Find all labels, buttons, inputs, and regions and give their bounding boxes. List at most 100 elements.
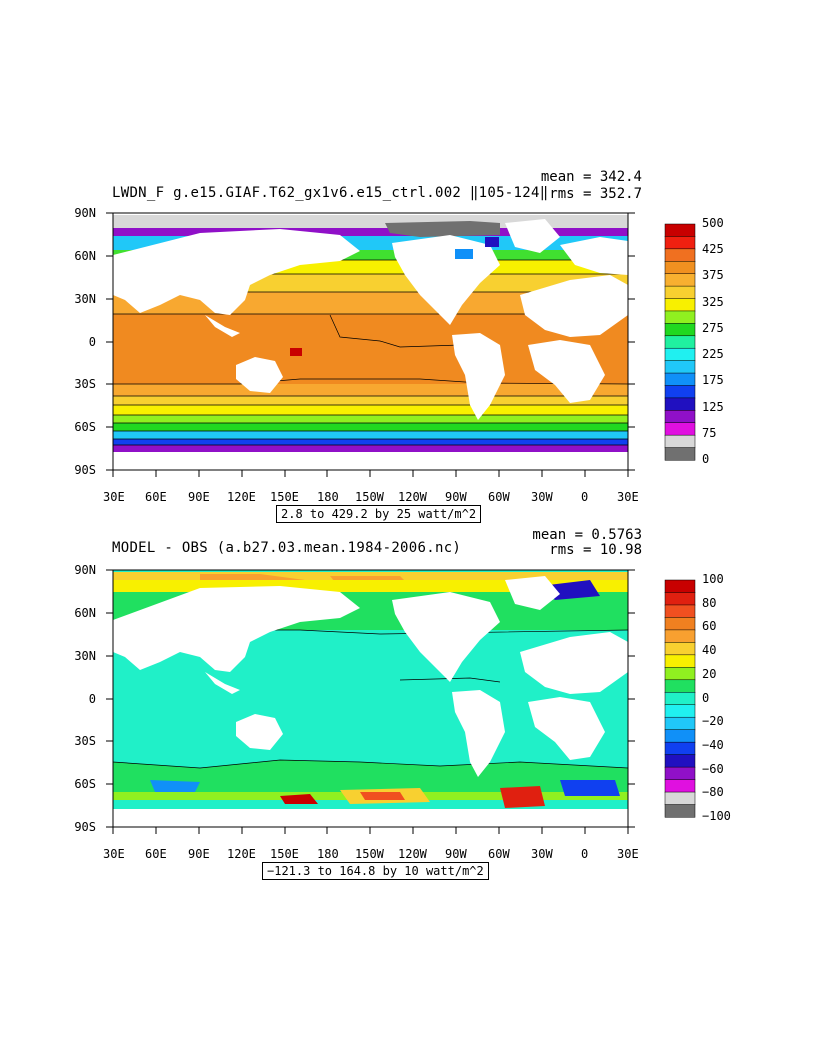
colorbar-swatch bbox=[664, 360, 696, 374]
xlabel-150e: 150E bbox=[270, 490, 299, 504]
colorbar-swatch bbox=[664, 592, 696, 606]
ylabel-30n: 30N bbox=[74, 292, 96, 306]
band-60s bbox=[113, 431, 628, 439]
xlabel-150e: 150E bbox=[270, 847, 299, 861]
ylabel-30s: 30S bbox=[74, 377, 96, 391]
rms-value: rms = 352.7 bbox=[549, 186, 642, 202]
colorbar-label: 100 bbox=[702, 572, 724, 586]
xlabel-120w: 120W bbox=[398, 847, 427, 861]
colorbar-label: 125 bbox=[702, 399, 724, 414]
colorbar-label: −100 bbox=[702, 809, 731, 823]
colorbar-swatch bbox=[664, 804, 696, 818]
baffin-purple bbox=[485, 237, 499, 247]
colorbar-swatch bbox=[664, 434, 696, 449]
warm-pool-patch bbox=[290, 348, 302, 356]
colorbar-label: 500 bbox=[702, 216, 724, 230]
colorbar-label: −80 bbox=[702, 785, 724, 800]
colorbar-swatch bbox=[664, 447, 696, 461]
colorbar-swatch bbox=[664, 704, 696, 718]
mean-value: mean = 0.5763 bbox=[532, 527, 642, 543]
colorbar-label: −60 bbox=[702, 761, 724, 776]
colorbar-swatch bbox=[664, 248, 696, 262]
colorbar-swatch bbox=[664, 642, 696, 656]
ylabel-90s: 90S bbox=[74, 463, 96, 477]
ylabel-60s: 60S bbox=[74, 420, 96, 434]
xlabel-30e-right: 30E bbox=[617, 847, 639, 861]
map-anomaly bbox=[106, 569, 696, 834]
xlabel-30e: 30E bbox=[103, 490, 125, 504]
axis-ticks bbox=[106, 569, 635, 834]
colorbar-swatch bbox=[664, 654, 696, 668]
band-45s-yellow bbox=[113, 405, 628, 415]
hudson-blue bbox=[455, 249, 473, 259]
south-blue-1 bbox=[150, 780, 200, 792]
xlabel-90e: 90E bbox=[188, 490, 210, 504]
colorbar-swatch bbox=[664, 779, 696, 793]
colorbar-swatch bbox=[664, 273, 696, 287]
xlabel-30e: 30E bbox=[103, 847, 125, 861]
map-lwdn bbox=[106, 212, 696, 477]
colorbar-swatch bbox=[664, 385, 696, 399]
colorbar-label: 175 bbox=[702, 373, 724, 388]
ylabel-60s: 60S bbox=[74, 777, 96, 791]
colorbar-label: 75 bbox=[702, 425, 717, 440]
colorbar-swatch bbox=[664, 372, 696, 387]
xlabel-0: 0 bbox=[581, 847, 589, 861]
xlabel-60w: 60W bbox=[488, 490, 510, 504]
colorbar-swatch bbox=[664, 410, 696, 424]
colorbar-swatch bbox=[664, 397, 696, 411]
band-arctic-purple bbox=[113, 228, 628, 236]
colorbar bbox=[664, 223, 696, 461]
xlabel-30w: 30W bbox=[531, 490, 553, 504]
colorbar-label: 40 bbox=[702, 643, 717, 658]
xlabel-30w: 30W bbox=[531, 847, 553, 861]
xlabel-120w: 120W bbox=[398, 490, 427, 504]
colorbar-swatch bbox=[664, 323, 696, 337]
colorbar-label: −20 bbox=[702, 714, 724, 729]
colorbar-label: 80 bbox=[702, 595, 717, 610]
mean-value: mean = 342.4 bbox=[540, 169, 642, 185]
ylabel-60n: 60N bbox=[74, 249, 96, 263]
colorbar-swatch bbox=[664, 347, 696, 362]
arctic-dark-patch bbox=[385, 221, 500, 237]
colorbar-swatch bbox=[664, 223, 696, 237]
colorbar-swatch bbox=[664, 729, 696, 743]
colorbar-swatch bbox=[664, 236, 696, 250]
colorbar-label: 0 bbox=[702, 690, 710, 705]
south-blue-2 bbox=[560, 780, 620, 796]
south-green bbox=[113, 760, 628, 792]
colorbar-swatch bbox=[664, 298, 696, 312]
xlabel-90w: 90W bbox=[445, 490, 467, 504]
axis-ticks bbox=[106, 212, 635, 477]
panel-title: MODEL - OBS (a.b27.03.mean.1984-2006.nc) bbox=[112, 540, 462, 556]
colorbar-swatch bbox=[664, 791, 696, 806]
band-55s bbox=[113, 423, 628, 431]
colorbar-swatch bbox=[664, 335, 696, 349]
colorbar-swatch bbox=[664, 766, 696, 781]
contour-range-box: −121.3 to 164.8 by 10 watt/m^2 bbox=[262, 862, 489, 880]
colorbar bbox=[664, 579, 696, 818]
south-orange bbox=[360, 792, 405, 800]
xlabel-30e-right: 30E bbox=[617, 490, 639, 504]
colorbar-label: −40 bbox=[702, 737, 724, 752]
xlabel-90e: 90E bbox=[188, 847, 210, 861]
xlabel-60e: 60E bbox=[145, 490, 167, 504]
land-masses bbox=[113, 219, 628, 470]
colorbar-swatch bbox=[664, 629, 696, 643]
colorbar-swatch bbox=[664, 741, 696, 756]
xlabel-0: 0 bbox=[581, 490, 589, 504]
panel-anomaly: MODEL - OBS (a.b27.03.mean.1984-2006.nc)… bbox=[0, 527, 818, 890]
contour-range-box: 2.8 to 429.2 by 25 watt/m^2 bbox=[276, 505, 482, 523]
band-70s bbox=[113, 445, 628, 452]
xlabel-180: 180 bbox=[317, 490, 339, 504]
xlabel-180: 180 bbox=[317, 847, 339, 861]
rms-value: rms = 10.98 bbox=[549, 542, 642, 558]
colorbar-swatch bbox=[664, 422, 696, 436]
colorbar-label: 375 bbox=[702, 268, 724, 283]
colorbar-swatch bbox=[664, 261, 696, 275]
xlabel-90w: 90W bbox=[445, 847, 467, 861]
ross-red bbox=[280, 794, 318, 804]
colorbar-label: 325 bbox=[702, 294, 724, 309]
ylabel-90n: 90N bbox=[74, 206, 96, 220]
ylabel-30s: 30S bbox=[74, 734, 96, 748]
